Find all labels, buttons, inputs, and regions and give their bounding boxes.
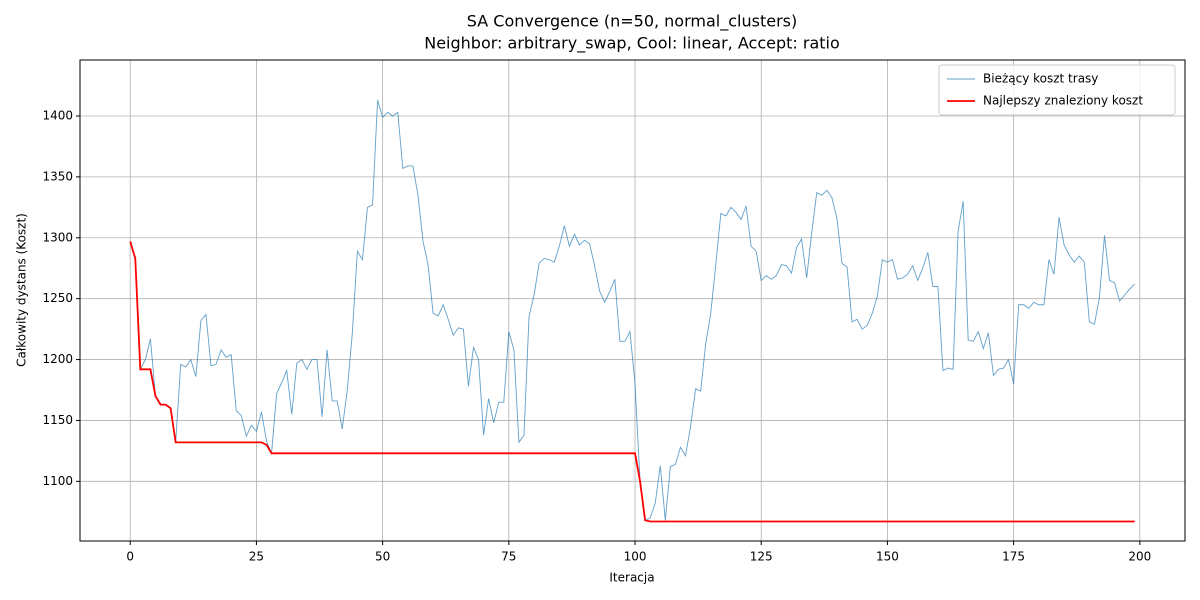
y-tick-label: 1150 <box>42 413 73 427</box>
x-tick-label: 25 <box>249 550 264 564</box>
y-tick-label: 1200 <box>42 352 73 366</box>
y-tick-label: 1100 <box>42 474 73 488</box>
legend-box <box>938 64 1176 116</box>
chart-subtitle: Neighbor: arbitrary_swap, Cool: linear, … <box>424 34 840 54</box>
chart-title: SA Convergence (n=50, normal_clusters) <box>467 12 797 32</box>
series-line <box>129 241 1135 523</box>
legend-label: Bieżący koszt trasy <box>983 72 1098 86</box>
x-tick-label: 100 <box>624 550 647 564</box>
x-tick-label: 50 <box>375 550 390 564</box>
plot-frame <box>79 59 1186 542</box>
y-axis-label: Całkowity dystans (Koszt) <box>15 213 29 367</box>
y-tick-label: 1300 <box>42 230 73 244</box>
legend-label: Najlepszy znaleziony koszt <box>983 94 1143 108</box>
y-tick-label: 1250 <box>42 291 73 305</box>
x-tick-label: 175 <box>1002 550 1025 564</box>
x-axis-label: Iteracja <box>609 571 654 585</box>
y-tick-label: 1400 <box>42 109 73 123</box>
x-tick-label: 75 <box>501 550 516 564</box>
x-tick-label: 0 <box>126 550 134 564</box>
x-tick-label: 200 <box>1128 550 1151 564</box>
series-line <box>129 100 1136 521</box>
x-tick-label: 150 <box>876 550 899 564</box>
y-tick-label: 1350 <box>42 169 73 183</box>
x-tick-label: 125 <box>750 550 773 564</box>
